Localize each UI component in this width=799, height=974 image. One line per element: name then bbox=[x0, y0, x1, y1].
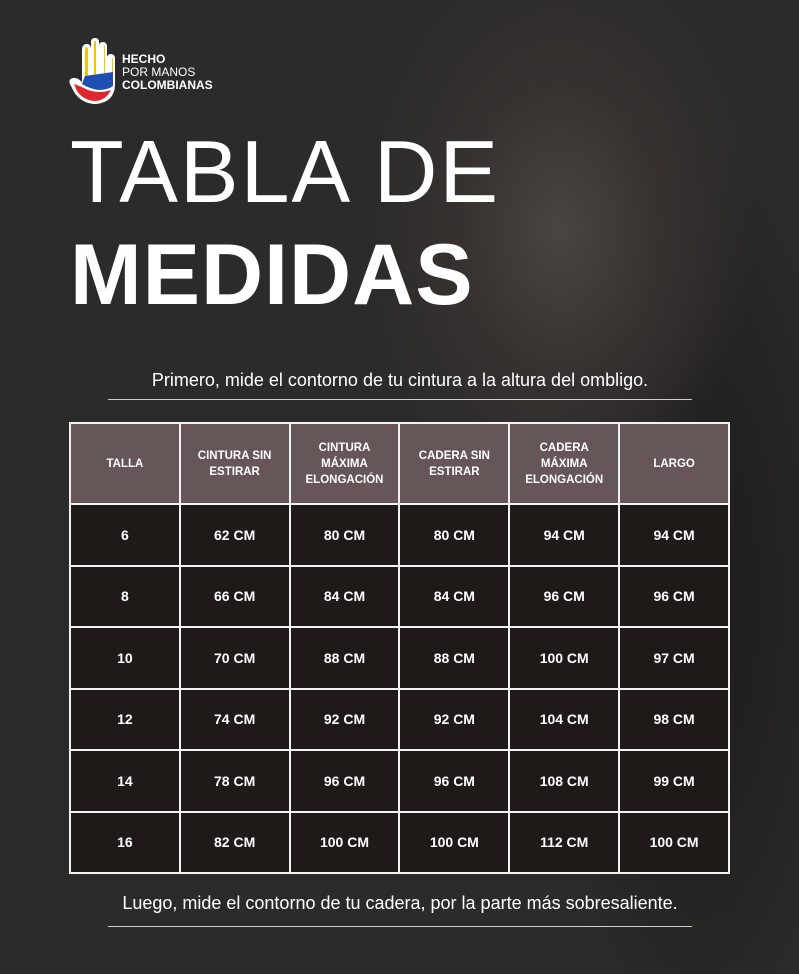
table-cell: 100 CM bbox=[288, 810, 401, 874]
table-cell: 97 CM bbox=[618, 626, 730, 690]
table-cell: 74 CM bbox=[178, 687, 291, 751]
table-cell: 14 bbox=[69, 749, 181, 813]
table-cell: 94 CM bbox=[618, 503, 730, 567]
table-cell: 104 CM bbox=[508, 687, 621, 751]
header-cell: CINTURA MÁXIMA ELONGACIÓN bbox=[288, 422, 401, 505]
table-row: 16 82 CM 100 CM 100 CM 112 CM 100 CM bbox=[69, 810, 730, 874]
header-cell: CADERA SIN ESTIRAR bbox=[398, 422, 511, 505]
hand-icon bbox=[69, 38, 115, 104]
divider bbox=[108, 926, 692, 927]
table-cell: 84 CM bbox=[398, 564, 511, 628]
table-cell: 6 bbox=[69, 503, 181, 567]
table-row: 10 70 CM 88 CM 88 CM 100 CM 97 CM bbox=[69, 626, 730, 690]
table-cell: 88 CM bbox=[288, 626, 401, 690]
table-header-row: TALLA CINTURA SIN ESTIRAR CINTURA MÁXIMA… bbox=[69, 422, 730, 505]
table-cell: 16 bbox=[69, 810, 181, 874]
table-cell: 96 CM bbox=[508, 564, 621, 628]
table-cell: 82 CM bbox=[178, 810, 291, 874]
waist-instruction: Primero, mide el contorno de tu cintura … bbox=[108, 370, 692, 400]
header-cell: CINTURA SIN ESTIRAR bbox=[178, 422, 291, 505]
table-cell: 100 CM bbox=[398, 810, 511, 874]
logo: HECHO POR MANOS COLOMBIANAS bbox=[68, 38, 213, 106]
table-row: 14 78 CM 96 CM 96 CM 108 CM 99 CM bbox=[69, 749, 730, 813]
table-cell: 88 CM bbox=[398, 626, 511, 690]
table-cell: 98 CM bbox=[618, 687, 730, 751]
table-cell: 12 bbox=[69, 687, 181, 751]
table-cell: 100 CM bbox=[508, 626, 621, 690]
logo-line2: POR MANOS bbox=[122, 64, 196, 79]
table-row: 12 74 CM 92 CM 92 CM 104 CM 98 CM bbox=[69, 687, 730, 751]
table-cell: 10 bbox=[69, 626, 181, 690]
table-cell: 100 CM bbox=[618, 810, 730, 874]
table-cell: 92 CM bbox=[398, 687, 511, 751]
table-cell: 99 CM bbox=[618, 749, 730, 813]
table-cell: 92 CM bbox=[288, 687, 401, 751]
table-cell: 108 CM bbox=[508, 749, 621, 813]
table-cell: 96 CM bbox=[398, 749, 511, 813]
table-cell: 70 CM bbox=[178, 626, 291, 690]
table-cell: 96 CM bbox=[288, 749, 401, 813]
table-cell: 80 CM bbox=[288, 503, 401, 567]
table-row: 8 66 CM 84 CM 84 CM 96 CM 96 CM bbox=[69, 564, 730, 628]
logo-line1: HECHO bbox=[122, 51, 166, 66]
table-cell: 78 CM bbox=[178, 749, 291, 813]
table-cell: 66 CM bbox=[178, 564, 291, 628]
table-cell: 84 CM bbox=[288, 564, 401, 628]
table-cell: 8 bbox=[69, 564, 181, 628]
header-cell: LARGO bbox=[618, 422, 730, 505]
title-line2: MEDIDAS bbox=[70, 227, 474, 323]
hip-instruction: Luego, mide el contorno de tu cadera, po… bbox=[122, 893, 678, 913]
table-cell: 62 CM bbox=[178, 503, 291, 567]
header-cell: CADERA MÁXIMA ELONGACIÓN bbox=[508, 422, 621, 505]
logo-line3: COLOMBIANAS bbox=[122, 77, 213, 92]
table-cell: 112 CM bbox=[508, 810, 621, 874]
size-table: TALLA CINTURA SIN ESTIRAR CINTURA MÁXIMA… bbox=[69, 422, 730, 874]
table-cell: 96 CM bbox=[618, 564, 730, 628]
table-row: 6 62 CM 80 CM 80 CM 94 CM 94 CM bbox=[69, 503, 730, 567]
table-cell: 94 CM bbox=[508, 503, 621, 567]
title-line1: TABLA DE bbox=[70, 122, 501, 221]
table-cell: 80 CM bbox=[398, 503, 511, 567]
header-cell: TALLA bbox=[69, 422, 181, 505]
